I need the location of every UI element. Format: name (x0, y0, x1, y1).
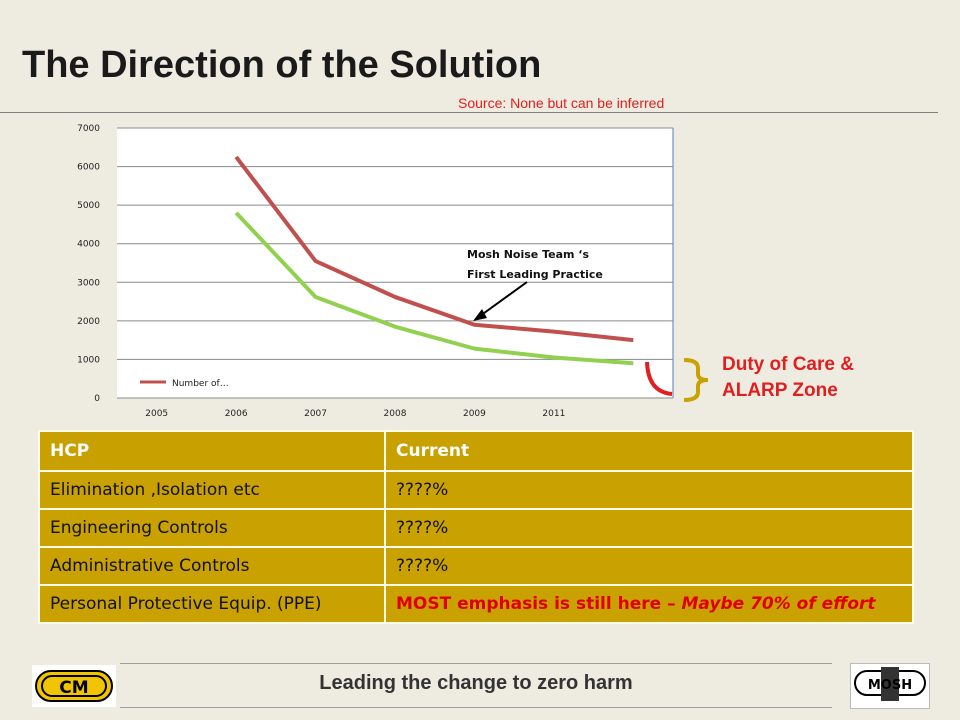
emphasis-italic-text: Maybe 70% of effort (681, 594, 876, 614)
slide-title: The Direction of the Solution (22, 44, 542, 86)
footer-divider-bottom (120, 707, 832, 708)
cm-logo: CM (32, 665, 116, 707)
table-header-row: HCP Current (38, 430, 914, 472)
legend-label: Number of… (172, 379, 229, 389)
y-tick-label: 6000 (77, 163, 100, 173)
cell-hcp: Personal Protective Equip. (PPE) (38, 584, 386, 624)
footer-tagline: Leading the change to zero harm (319, 672, 633, 694)
x-tick-label: 2008 (384, 409, 407, 419)
y-tick-label: 4000 (77, 240, 100, 250)
source-note: Source: None but can be inferred (458, 95, 665, 111)
y-tick-label: 7000 (77, 124, 100, 134)
emphasis-text: MOST emphasis is still here – (396, 594, 682, 614)
header-hcp: HCP (38, 430, 386, 472)
table-row: Personal Protective Equip. (PPE) MOST em… (38, 584, 914, 624)
duty-line1: Duty of Care & (722, 354, 854, 375)
mosh-logo: MOSH (850, 663, 930, 709)
cell-current: ????% (384, 470, 914, 510)
duty-line2: ALARP Zone (722, 380, 838, 401)
y-tick-label: 3000 (77, 278, 100, 288)
cell-current-emphasis: MOST emphasis is still here – Maybe 70% … (384, 584, 914, 624)
x-tick-label: 2005 (145, 409, 168, 419)
annotation-arrowhead (473, 309, 487, 321)
cell-hcp: Elimination ,Isolation etc (38, 470, 386, 510)
footer-divider-top (120, 663, 832, 664)
mosh-logo-text: MOSH (868, 678, 912, 693)
annotation: Mosh Noise Team ‘s First Leading Practic… (467, 248, 603, 321)
cm-logo-text: CM (59, 678, 88, 698)
hcp-table: HCP Current Elimination ,Isolation etc ?… (38, 430, 914, 624)
cell-current: ????% (384, 508, 914, 548)
cell-hcp: Engineering Controls (38, 508, 386, 548)
y-tick-label: 1000 (77, 355, 100, 365)
header-current: Current (384, 430, 914, 472)
annotation-line2: First Leading Practice (467, 268, 603, 281)
x-tick-label: 2007 (304, 409, 327, 419)
y-tick-label: 5000 (77, 201, 100, 211)
cell-hcp: Administrative Controls (38, 546, 386, 586)
table-row: Administrative Controls ????% (38, 546, 914, 586)
title-divider (0, 112, 938, 113)
annotation-arrow (479, 281, 528, 317)
x-tick-label: 2011 (542, 409, 565, 419)
x-tick-label: 2006 (225, 409, 248, 419)
table-row: Elimination ,Isolation etc ????% (38, 470, 914, 510)
alarp-brace (683, 358, 709, 402)
y-tick-label: 2000 (77, 317, 100, 327)
table-row: Engineering Controls ????% (38, 508, 914, 548)
series-line-1 (234, 211, 634, 366)
y-tick-label: 0 (94, 394, 100, 404)
cell-current: ????% (384, 546, 914, 586)
duty-of-care-label: Duty of Care & ALARP Zone (722, 352, 854, 404)
alarp-curve (645, 361, 673, 396)
legend: Number of… (140, 379, 229, 389)
plot-area (117, 128, 673, 398)
series-line-0 (234, 155, 634, 343)
x-tick-label: 2009 (463, 409, 486, 419)
annotation-line1: Mosh Noise Team ‘s (467, 248, 589, 261)
